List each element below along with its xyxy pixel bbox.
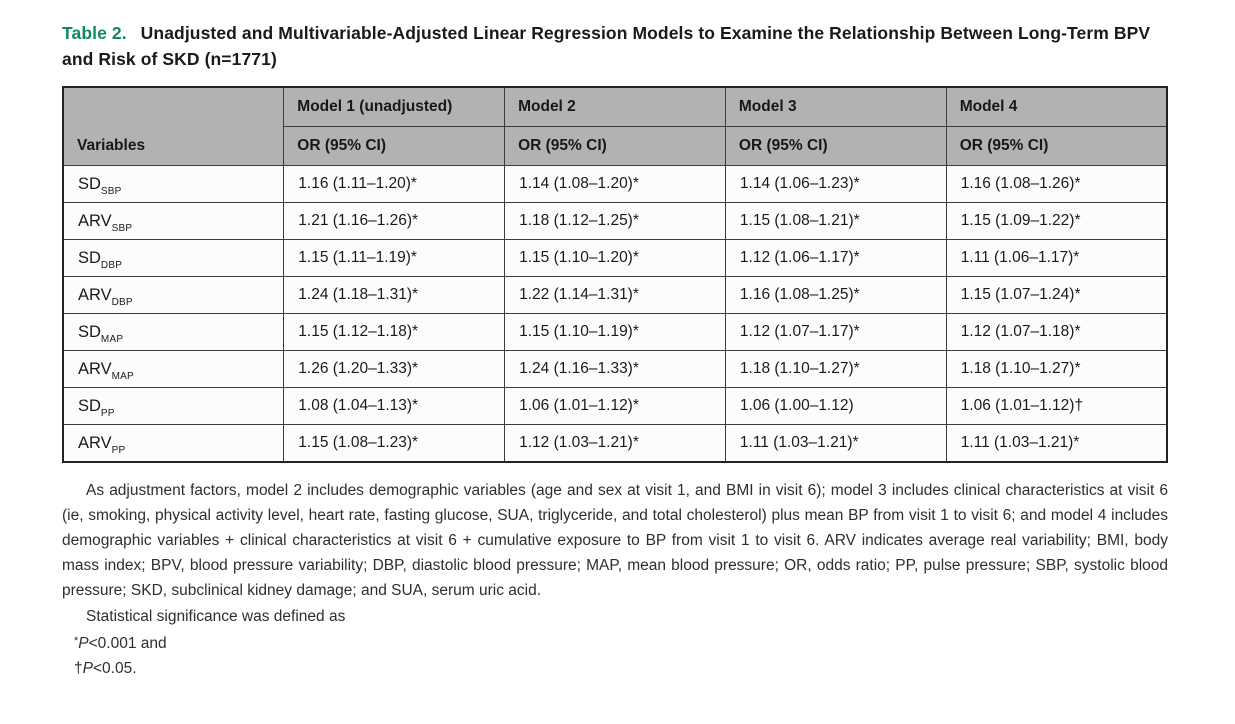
variable-base: ARV xyxy=(78,211,112,230)
variable-base: SD xyxy=(78,248,101,267)
variable-base: ARV xyxy=(78,359,112,378)
variable-name-cell: ARVDBP xyxy=(62,276,285,314)
variable-subscript: DBP xyxy=(111,296,133,308)
variable-name-cell: ARVPP xyxy=(62,424,285,463)
or-header-model3: OR (95% CI) xyxy=(724,126,947,166)
or-value-cell: 1.24 (1.18–1.31)* xyxy=(283,276,506,314)
table-row: ARVDBP 1.24 (1.18–1.31)* 1.22 (1.14–1.31… xyxy=(62,276,1168,314)
or-value-cell: 1.22 (1.14–1.31)* xyxy=(504,276,726,314)
variable-name-cell: SDMAP xyxy=(62,313,285,351)
or-value-cell: 1.26 (1.20–1.33)* xyxy=(283,350,506,388)
significance-line-dagger: †P<0.05. xyxy=(74,656,1168,681)
variable-subscript: SBP xyxy=(111,222,133,234)
table-row: SDPP 1.08 (1.04–1.13)* 1.06 (1.01–1.12)*… xyxy=(62,387,1168,425)
table-row: SDSBP 1.16 (1.11–1.20)* 1.14 (1.08–1.20)… xyxy=(62,165,1168,203)
column-header-variables: Variables xyxy=(62,86,285,166)
or-value-cell: 1.15 (1.08–1.23)* xyxy=(283,424,506,463)
variable-name-cell: ARVSBP xyxy=(62,202,285,240)
variable-base: SD xyxy=(78,174,101,193)
table-number-label: Table 2. xyxy=(62,23,127,43)
table-title-text: Unadjusted and Multivariable-Adjusted Li… xyxy=(62,23,1151,69)
table-header: Variables Model 1 (unadjusted) Model 2 M… xyxy=(62,86,1168,166)
or-value-cell: 1.14 (1.08–1.20)* xyxy=(504,165,726,203)
or-value-cell: 1.06 (1.00–1.12) xyxy=(724,387,947,425)
or-value-cell: 1.11 (1.06–1.17)* xyxy=(945,239,1168,277)
asterisk-marker: * xyxy=(74,635,79,647)
p-threshold: <0.05. xyxy=(92,660,137,677)
column-header-model2: Model 2 xyxy=(504,86,726,127)
table-title: Table 2. Unadjusted and Multivariable-Adj… xyxy=(62,20,1168,72)
or-value-cell: 1.06 (1.01–1.12)† xyxy=(945,387,1168,425)
p-threshold: <0.001 and xyxy=(88,635,167,652)
p-symbol: P xyxy=(82,660,93,677)
or-value-cell: 1.15 (1.09–1.22)* xyxy=(945,202,1168,240)
variable-base: SD xyxy=(78,396,101,415)
significance-note: Statistical significance was defined as … xyxy=(62,604,1168,681)
or-value-cell: 1.16 (1.11–1.20)* xyxy=(283,165,506,203)
or-header-model2: OR (95% CI) xyxy=(504,126,726,166)
or-value-cell: 1.12 (1.06–1.17)* xyxy=(724,239,947,277)
variable-base: ARV xyxy=(78,433,112,452)
or-value-cell: 1.15 (1.10–1.19)* xyxy=(504,313,726,351)
variable-name-cell: SDSBP xyxy=(62,165,285,203)
or-value-cell: 1.12 (1.07–1.18)* xyxy=(945,313,1168,351)
or-value-cell: 1.16 (1.08–1.25)* xyxy=(724,276,947,314)
or-value-cell: 1.24 (1.16–1.33)* xyxy=(504,350,726,388)
column-header-model4: Model 4 xyxy=(945,86,1168,127)
significance-line-star: *P<0.001 and xyxy=(74,629,1168,656)
p-symbol: P xyxy=(78,635,89,652)
dagger-marker: † xyxy=(74,660,83,677)
or-value-cell: 1.16 (1.08–1.26)* xyxy=(945,165,1168,203)
table-row: ARVPP 1.15 (1.08–1.23)* 1.12 (1.03–1.21)… xyxy=(62,424,1168,463)
table-header-row-or: OR (95% CI) OR (95% CI) OR (95% CI) OR (… xyxy=(63,126,1168,166)
variable-base: ARV xyxy=(78,285,112,304)
variable-name-cell: SDPP xyxy=(62,387,285,425)
or-value-cell: 1.14 (1.06–1.23)* xyxy=(724,165,947,203)
or-value-cell: 1.15 (1.08–1.21)* xyxy=(724,202,947,240)
table-row: SDMAP 1.15 (1.12–1.18)* 1.15 (1.10–1.19)… xyxy=(62,313,1168,351)
column-header-model1: Model 1 (unadjusted) xyxy=(283,86,506,127)
paper-table-figure: Table 2. Unadjusted and Multivariable-Adj… xyxy=(62,20,1168,681)
table-row: SDDBP 1.15 (1.11–1.19)* 1.15 (1.10–1.20)… xyxy=(62,239,1168,277)
table-row: ARVMAP 1.26 (1.20–1.33)* 1.24 (1.16–1.33… xyxy=(62,350,1168,388)
or-value-cell: 1.18 (1.10–1.27)* xyxy=(724,350,947,388)
variable-name-cell: SDDBP xyxy=(62,239,285,277)
column-header-model3: Model 3 xyxy=(724,86,947,127)
or-value-cell: 1.12 (1.03–1.21)* xyxy=(504,424,726,463)
variable-subscript: MAP xyxy=(100,333,124,345)
variable-subscript: MAP xyxy=(111,370,134,382)
table-body: SDSBP 1.16 (1.11–1.20)* 1.14 (1.08–1.20)… xyxy=(62,165,1168,463)
table-header-row-models: Variables Model 1 (unadjusted) Model 2 M… xyxy=(62,86,1168,166)
regression-results-table: Variables Model 1 (unadjusted) Model 2 M… xyxy=(62,86,1168,463)
variable-subscript: PP xyxy=(111,444,126,456)
significance-intro: Statistical significance was defined as xyxy=(86,608,346,625)
or-header-model1: OR (95% CI) xyxy=(283,126,506,166)
or-value-cell: 1.15 (1.11–1.19)* xyxy=(283,239,506,277)
table-footnote-adjustment: As adjustment factors, model 2 includes … xyxy=(62,482,1168,599)
table-row: ARVSBP 1.21 (1.16–1.26)* 1.18 (1.12–1.25… xyxy=(62,202,1168,240)
or-value-cell: 1.08 (1.04–1.13)* xyxy=(283,387,506,425)
or-value-cell: 1.11 (1.03–1.21)* xyxy=(724,424,947,463)
variable-subscript: DBP xyxy=(100,259,123,271)
or-value-cell: 1.06 (1.01–1.12)* xyxy=(504,387,726,425)
variable-subscript: SBP xyxy=(100,185,122,197)
variable-name-cell: ARVMAP xyxy=(62,350,285,388)
or-value-cell: 1.21 (1.16–1.26)* xyxy=(283,202,506,240)
variable-subscript: PP xyxy=(100,407,115,419)
or-value-cell: 1.15 (1.07–1.24)* xyxy=(945,276,1168,314)
or-value-cell: 1.18 (1.10–1.27)* xyxy=(945,350,1168,388)
or-value-cell: 1.15 (1.12–1.18)* xyxy=(283,313,506,351)
or-header-model4: OR (95% CI) xyxy=(945,126,1168,166)
or-value-cell: 1.18 (1.12–1.25)* xyxy=(504,202,726,240)
or-value-cell: 1.12 (1.07–1.17)* xyxy=(724,313,947,351)
variable-base: SD xyxy=(78,322,101,341)
or-value-cell: 1.11 (1.03–1.21)* xyxy=(945,424,1168,463)
or-value-cell: 1.15 (1.10–1.20)* xyxy=(504,239,726,277)
